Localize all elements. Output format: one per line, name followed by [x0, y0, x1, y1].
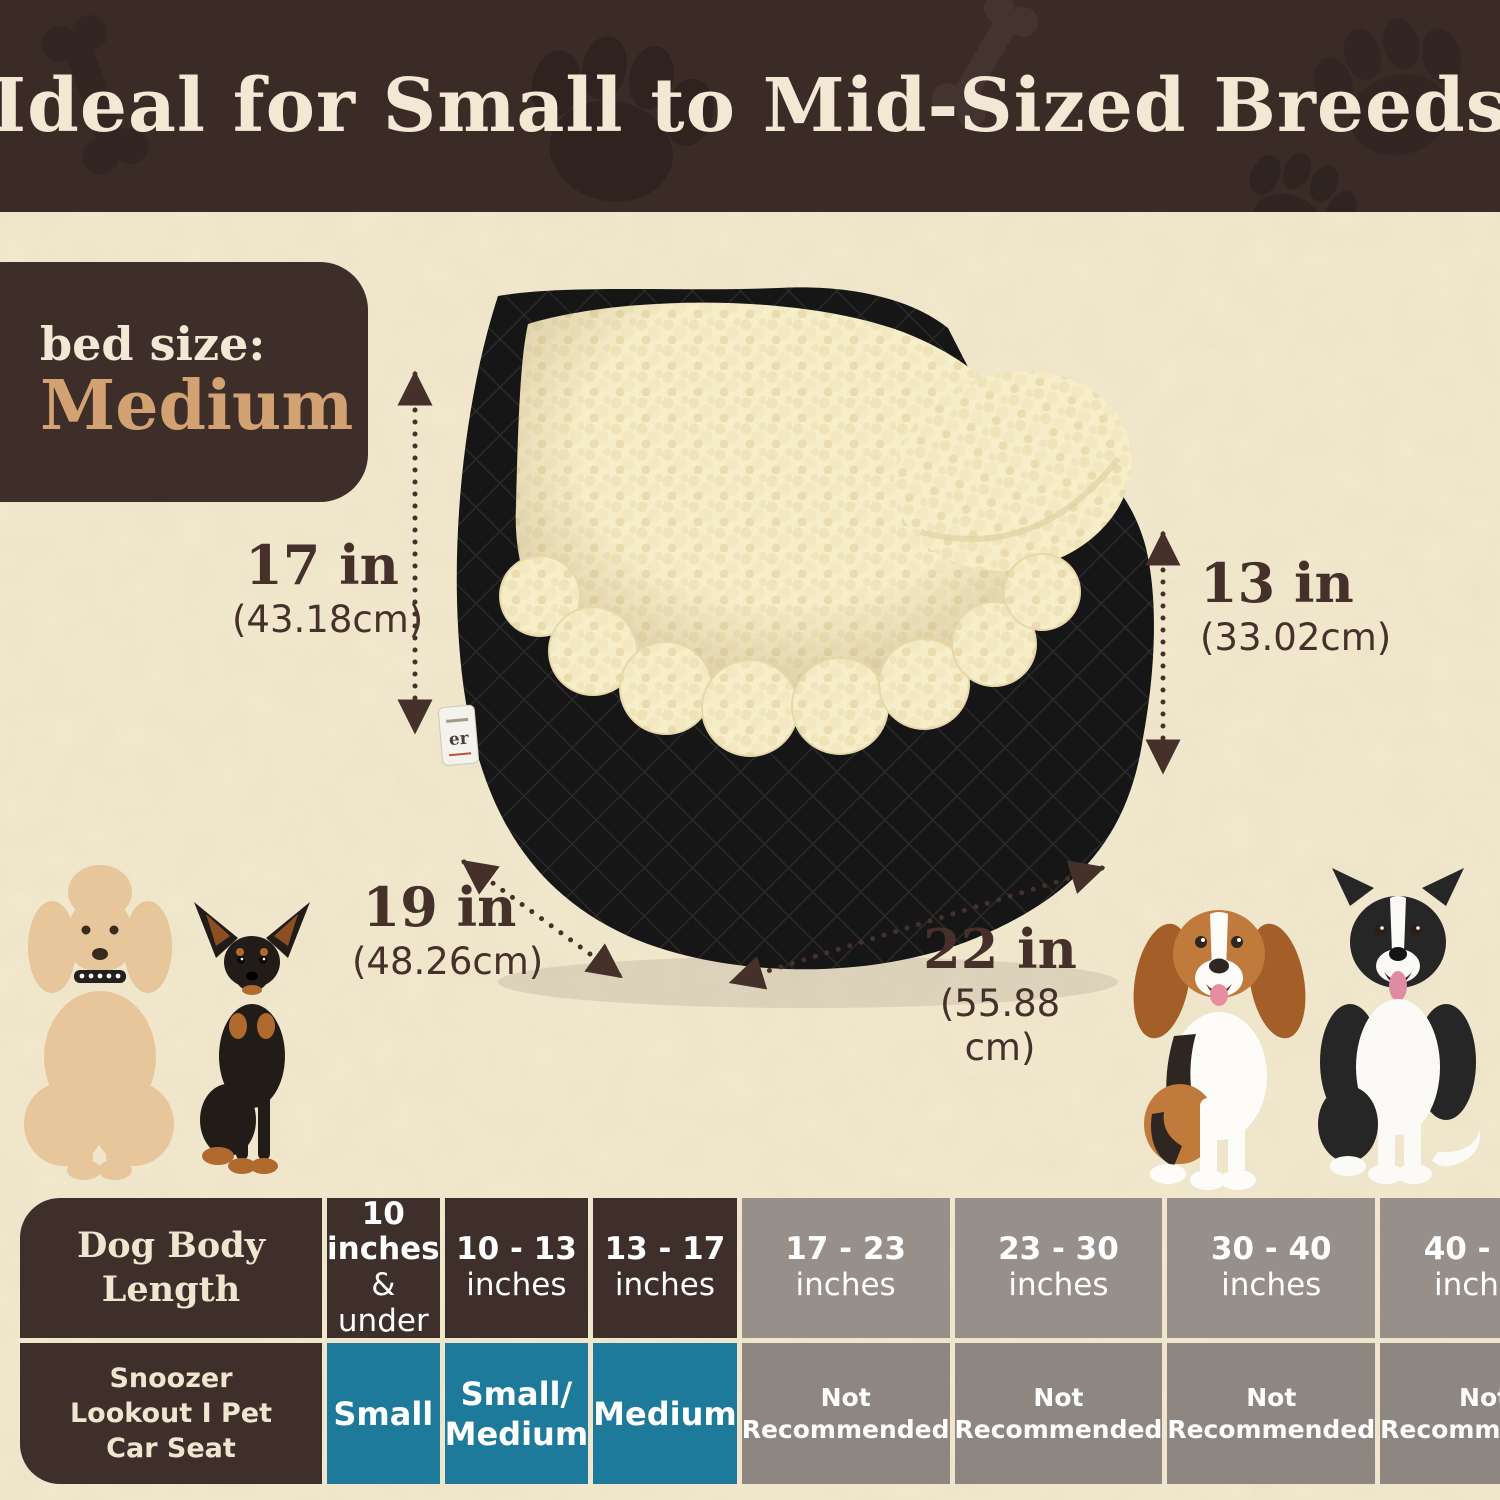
table-header-range-3: 13 - 17 inches [593, 1198, 737, 1338]
bed-size-label: bed size: [40, 317, 266, 372]
table-header-range-1: 10 inches & under [327, 1195, 440, 1339]
table-cell-fit-6: Not Recommended [1167, 1343, 1376, 1484]
fit-value: Not Recommended [954, 1383, 1163, 1444]
bone-icon [41, 15, 149, 175]
miniature-pinscher-image [194, 902, 310, 1174]
range-line-2: inches [1433, 1267, 1500, 1303]
range-line-1: 10 - 13 [456, 1231, 577, 1268]
seat-interior-shading [515, 302, 1059, 714]
arrow-depth [461, 859, 623, 979]
table-cell-fit-7: Not Recommended [1380, 1343, 1500, 1484]
range-line-1: 23 - 30 [998, 1231, 1119, 1268]
table-header-range-5: 23 - 30 inches [954, 1198, 1163, 1338]
dimension-value: 13 in [1200, 551, 1354, 615]
product-image: er [437, 287, 1154, 1008]
beagle-image [1133, 910, 1306, 1190]
range-line-1: 30 - 40 [1210, 1231, 1332, 1268]
table-header-label: Snoozer Lookout I Pet Car Seat [69, 1362, 273, 1465]
range-line-2: inches [1008, 1267, 1109, 1303]
seat-sherpa-rim [499, 553, 1081, 757]
range-line-1: 10 inches [327, 1195, 440, 1268]
paw-icon [1249, 152, 1357, 212]
dimension-back-height: 17 in (43.18cm) [232, 533, 424, 642]
dimension-value: 19 in [362, 875, 517, 939]
dimension-width: 22 in (55.88 cm) [900, 922, 1100, 1071]
dimension-metric: (43.18cm) [232, 598, 424, 641]
table-cell-fit-2: Small/ Medium [444, 1343, 589, 1484]
fit-value: Not Recommended [1167, 1383, 1376, 1444]
paw-icon [531, 36, 714, 202]
table-header-dog-body-length: Dog Body Length [20, 1198, 322, 1338]
table-header-range-4: 17 - 23 inches [741, 1198, 950, 1338]
fit-value: Medium [593, 1394, 737, 1433]
seat-armrest-roll [894, 371, 1132, 571]
dimension-arrows [397, 370, 1181, 990]
dimension-depth: 19 in (48.26cm) [352, 875, 544, 984]
fit-value: Not Recommended [741, 1383, 950, 1444]
range-line-1: 40 - 50 [1423, 1231, 1500, 1268]
paw-bone-decorations [41, 0, 1462, 212]
table-cell-fit-5: Not Recommended [954, 1343, 1163, 1484]
fit-value: Small/ Medium [444, 1374, 589, 1453]
fit-value: Not Recommended [1380, 1383, 1500, 1444]
dimension-metric: (33.02cm) [1200, 616, 1392, 659]
bed-size-value: Medium [40, 365, 354, 446]
dimension-value: 17 in [245, 533, 399, 597]
fit-value: Small [333, 1394, 434, 1433]
range-line-2: inches [466, 1267, 567, 1303]
range-line-2: & under [337, 1267, 429, 1339]
paw-icon [1313, 18, 1462, 156]
table-header-range-2: 10 - 13 inches [444, 1198, 589, 1338]
arrow-width [728, 860, 1106, 990]
table-cell-fit-4: Not Recommended [741, 1343, 950, 1484]
range-line-2: inches [795, 1267, 896, 1303]
brand-tag-text: er [448, 728, 470, 750]
poodle-image [24, 865, 174, 1180]
dimension-value: 22 in [923, 917, 1077, 981]
header-banner: Ideal for Small to Mid-Sized Breeds [0, 0, 1500, 212]
dimension-metric: (48.26cm) [352, 940, 544, 983]
range-line-1: 17 - 23 [785, 1231, 906, 1268]
range-line-1: 13 - 17 [604, 1231, 726, 1268]
bone-icon [931, 0, 1039, 128]
range-line-2: inches [1221, 1267, 1322, 1303]
dimension-metric: (55.88 cm) [939, 982, 1061, 1070]
size-chart-table: Dog Body Length 10 inches & under 10 - 1… [20, 1195, 1500, 1484]
brand-tag: er [437, 704, 480, 766]
table-header-range-7: 40 - 50 inches [1380, 1198, 1500, 1338]
table-cell-fit-3: Medium [593, 1343, 737, 1484]
table-cell-fit-1: Small [327, 1343, 440, 1484]
bed-size-badge: bed size: Medium [0, 262, 368, 502]
range-line-2: inches [614, 1267, 716, 1303]
table-header-range-6: 30 - 40 inches [1167, 1198, 1376, 1338]
dimension-front-height: 13 in (33.02cm) [1200, 551, 1392, 660]
table-header-product: Snoozer Lookout I Pet Car Seat [20, 1343, 322, 1484]
border-collie-image [1318, 868, 1481, 1184]
page-title: Ideal for Small to Mid-Sized Breeds [0, 63, 1500, 149]
table-header-label: Dog Body Length [76, 1225, 266, 1310]
